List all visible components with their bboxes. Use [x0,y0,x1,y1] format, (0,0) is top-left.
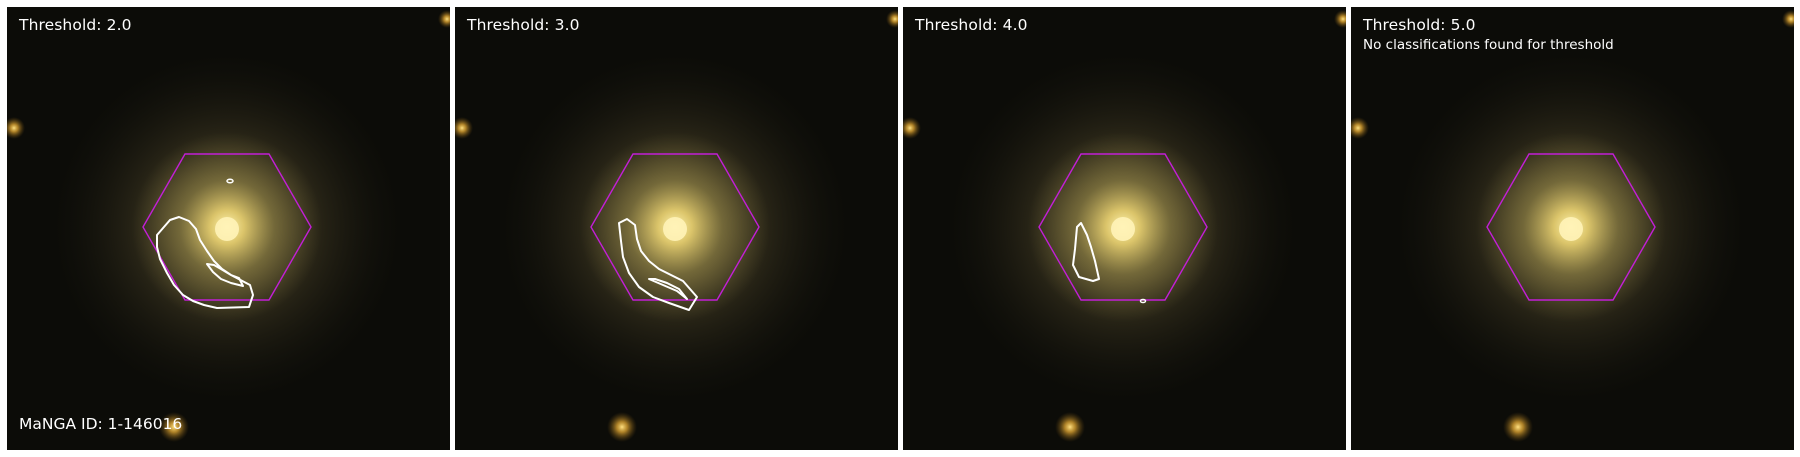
image-panel-threshold-2: Threshold: 2.0 MaNGA ID: 1-146016 [7,7,450,450]
no-classifications-note: No classifications found for threshold [1363,37,1614,53]
threshold-label: Threshold: 3.0 [467,16,580,34]
classification-contour [156,216,254,309]
galaxy-image [903,7,1346,450]
threshold-label: Threshold: 4.0 [915,16,1028,34]
galaxy-image [7,7,450,450]
classification-contour-small [1139,298,1147,304]
ifu-hexagon [1038,153,1208,301]
manga-id-label: MaNGA ID: 1-146016 [19,415,183,433]
threshold-label: Threshold: 5.0 [1363,16,1476,34]
ifu-hexagon [590,153,760,301]
image-panel-threshold-4: Threshold: 4.0 [903,7,1346,450]
image-panel-threshold-3: Threshold: 3.0 [455,7,898,450]
classification-contour-small [226,178,234,184]
classification-contour [618,218,698,311]
classification-contour [1072,222,1100,282]
threshold-label: Threshold: 2.0 [19,16,132,34]
galaxy-image [455,7,898,450]
ifu-hexagon [142,153,312,301]
image-panel-threshold-5: Threshold: 5.0 No classifications found … [1351,7,1794,450]
galaxy-image [1351,7,1794,450]
ifu-hexagon [1486,153,1656,301]
